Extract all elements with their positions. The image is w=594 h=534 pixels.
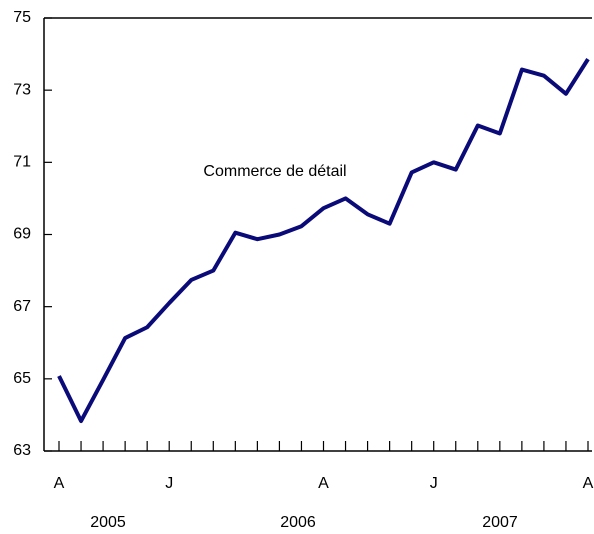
y-tick-label: 65 [13,370,31,387]
series-line [57,58,590,424]
y-tick-label: 71 [13,154,31,171]
y-tick-label: 75 [13,9,31,26]
year-label: 2005 [90,514,126,531]
year-label: 2007 [482,514,518,531]
y-tick-label: 63 [13,442,31,459]
x-tick-label: J [165,475,173,492]
x-tick-label: J [430,475,438,492]
x-tick-label: A [54,475,65,492]
y-tick-label: 67 [13,298,31,315]
x-tick-label: A [583,475,594,492]
year-label: 2006 [280,514,316,531]
series-annotation: Commerce de détail [203,163,346,180]
y-tick-label: 69 [13,226,31,243]
y-tick-label: 73 [13,81,31,98]
x-tick-label: A [318,475,329,492]
